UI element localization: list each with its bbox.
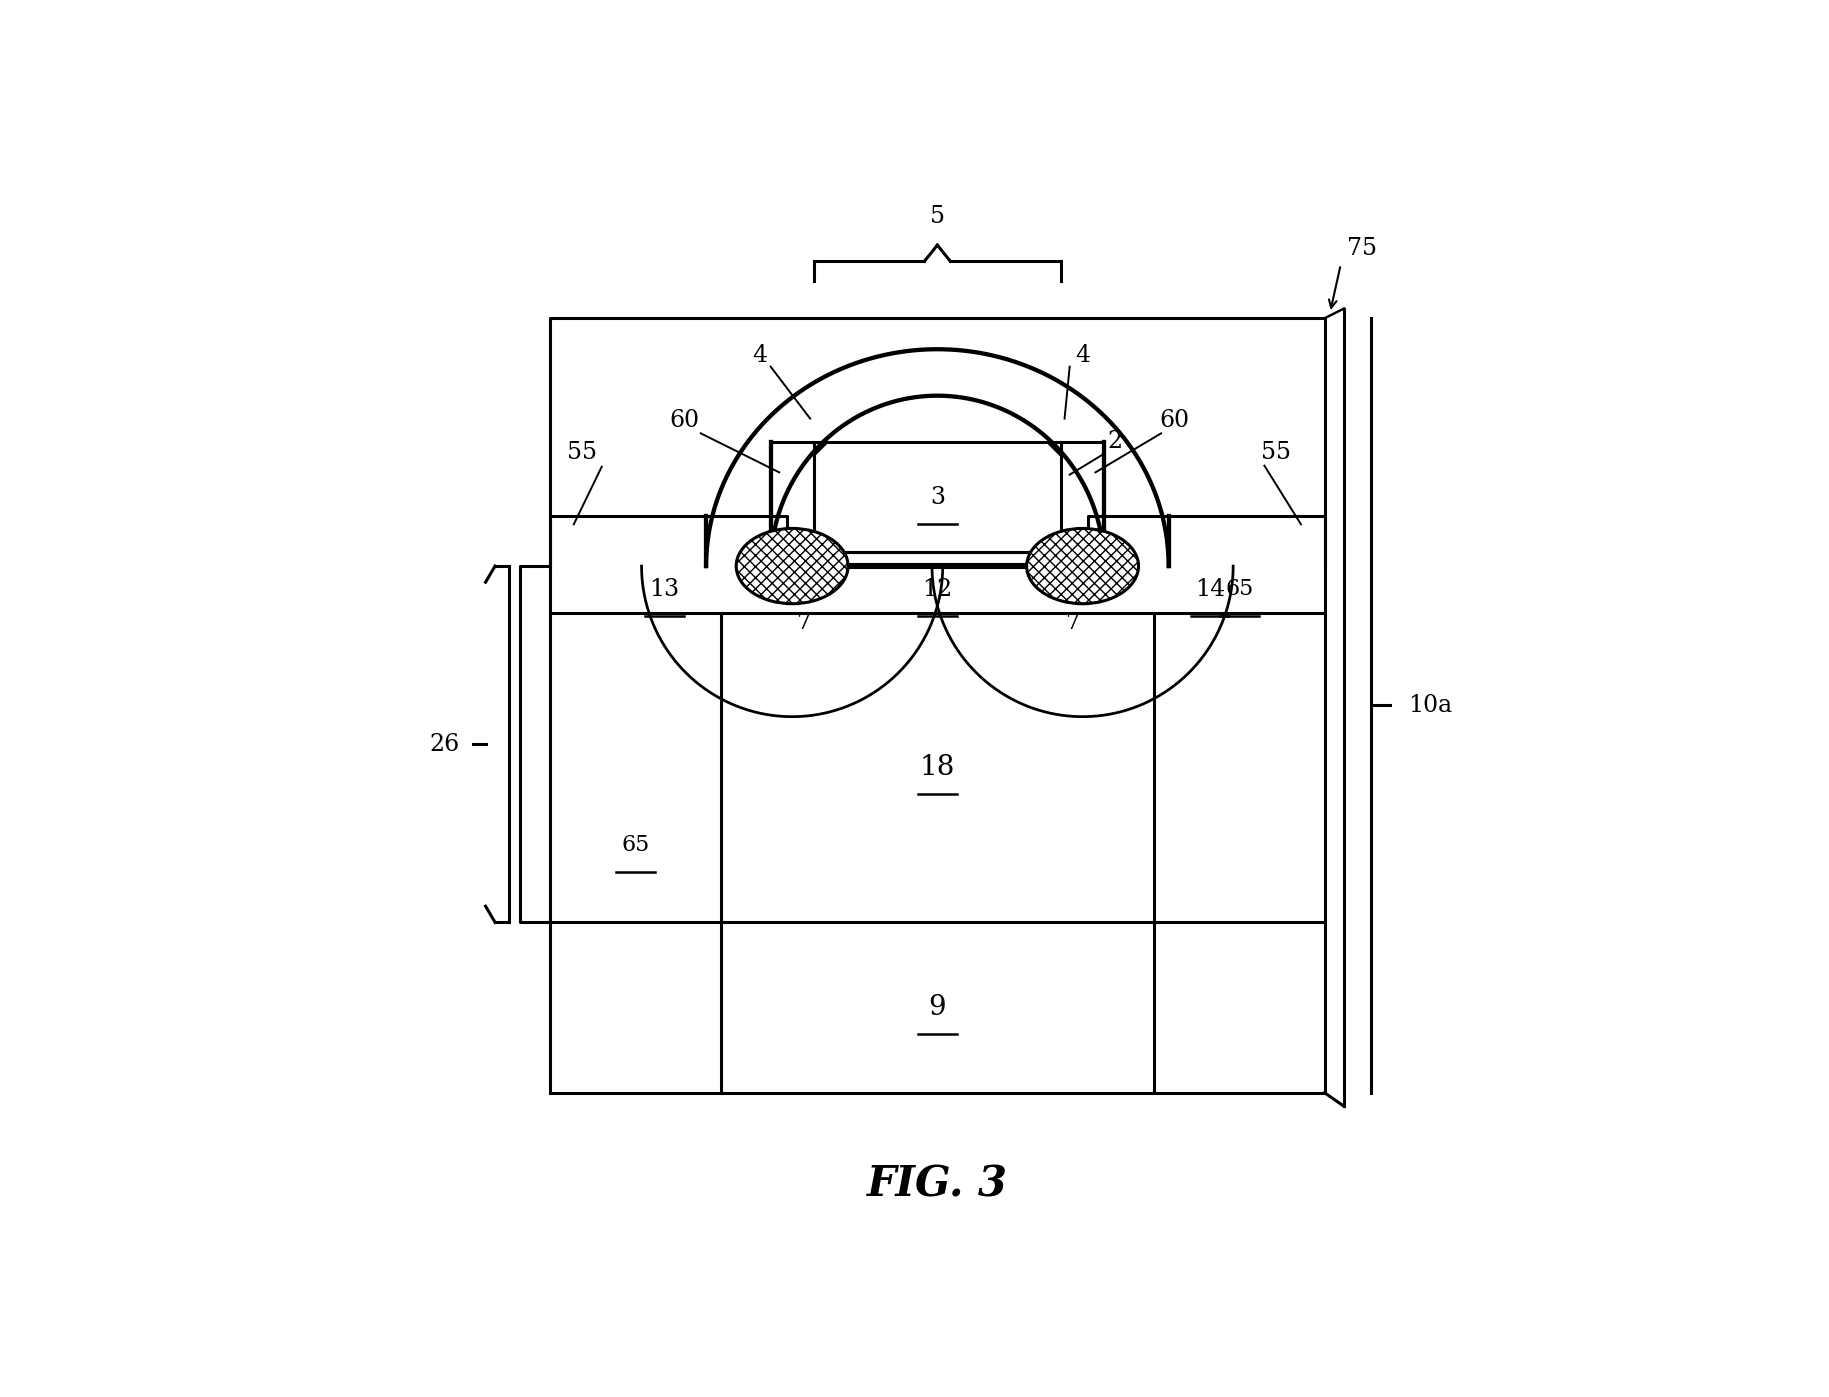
Text: 13: 13 — [649, 578, 680, 601]
Ellipse shape — [1026, 528, 1138, 604]
Text: 55: 55 — [567, 441, 598, 464]
Text: 18: 18 — [920, 754, 955, 781]
Text: 55: 55 — [1262, 441, 1291, 464]
Ellipse shape — [737, 528, 849, 604]
Text: 12: 12 — [922, 578, 953, 601]
Text: 60: 60 — [669, 409, 701, 432]
Text: 65: 65 — [622, 834, 649, 856]
Text: 5: 5 — [929, 204, 946, 228]
Text: 60: 60 — [1160, 409, 1189, 432]
Text: 4: 4 — [752, 345, 768, 367]
Text: FIG. 3: FIG. 3 — [867, 1164, 1008, 1206]
Text: 4: 4 — [1075, 345, 1090, 367]
Text: 2: 2 — [1107, 430, 1123, 454]
Text: 3: 3 — [929, 486, 946, 509]
Text: 75: 75 — [1348, 237, 1377, 260]
Text: 14: 14 — [1194, 578, 1225, 601]
Text: 26: 26 — [430, 732, 459, 756]
Text: 7: 7 — [796, 612, 810, 634]
Text: 9: 9 — [929, 995, 946, 1021]
Text: 10a: 10a — [1408, 694, 1452, 717]
Text: 7: 7 — [1064, 612, 1079, 634]
Text: 65: 65 — [1225, 578, 1253, 601]
